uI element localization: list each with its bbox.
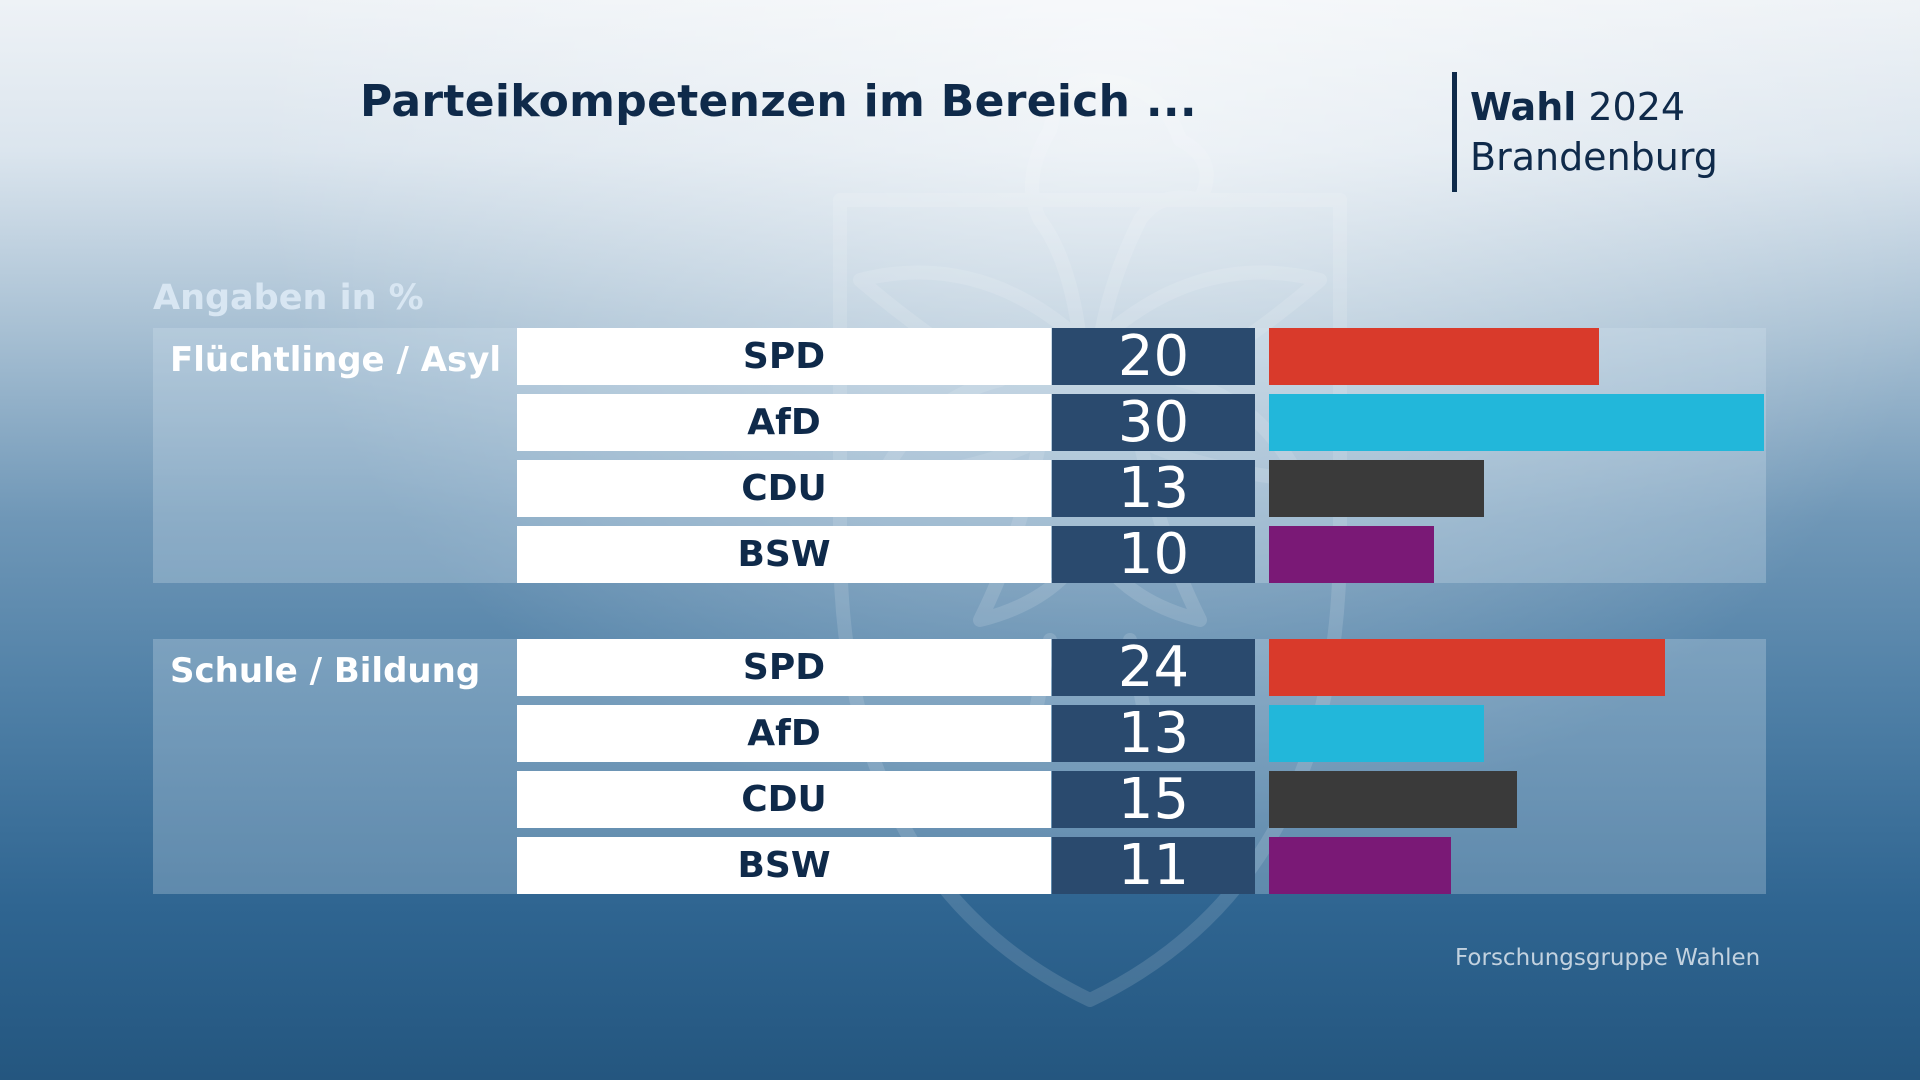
- bar-afd: [1269, 705, 1484, 762]
- bar-cdu: [1269, 771, 1517, 828]
- group-label: Flüchtlinge / Asyl: [170, 340, 502, 380]
- value-label: 13: [1052, 456, 1255, 521]
- party-label: BSW: [517, 526, 1051, 583]
- group-label: Schule / Bildung: [170, 651, 481, 691]
- value-label: 30: [1052, 390, 1255, 455]
- party-label: CDU: [517, 771, 1051, 828]
- bar-afd: [1269, 394, 1764, 451]
- bar-spd: [1269, 328, 1599, 385]
- value-label: 13: [1052, 701, 1255, 766]
- brand-region: Brandenburg: [1470, 135, 1718, 179]
- chart-title: Parteikompetenzen im Bereich ...: [360, 76, 1197, 127]
- value-label: 10: [1052, 522, 1255, 587]
- bar-cdu: [1269, 460, 1484, 517]
- value-label: 20: [1052, 324, 1255, 389]
- party-label: CDU: [517, 460, 1051, 517]
- value-label: 15: [1052, 767, 1255, 832]
- brand-year: 2024: [1576, 85, 1686, 129]
- brand-line-1: Wahl 2024: [1470, 82, 1718, 132]
- brand-wahl: Wahl: [1470, 85, 1577, 129]
- value-label: 11: [1052, 833, 1255, 898]
- source-credit: Forschungsgruppe Wahlen: [1455, 945, 1761, 971]
- party-label: AfD: [517, 705, 1051, 762]
- bar-bsw: [1269, 837, 1451, 894]
- value-label: 24: [1052, 635, 1255, 700]
- unit-label: Angaben in %: [153, 278, 424, 318]
- party-label: SPD: [517, 639, 1051, 696]
- party-label: SPD: [517, 328, 1051, 385]
- party-label: BSW: [517, 837, 1051, 894]
- bar-bsw: [1269, 526, 1434, 583]
- election-brand: Wahl 2024 Brandenburg: [1470, 82, 1718, 182]
- party-label: AfD: [517, 394, 1051, 451]
- bar-spd: [1269, 639, 1665, 696]
- brand-divider: [1452, 72, 1457, 192]
